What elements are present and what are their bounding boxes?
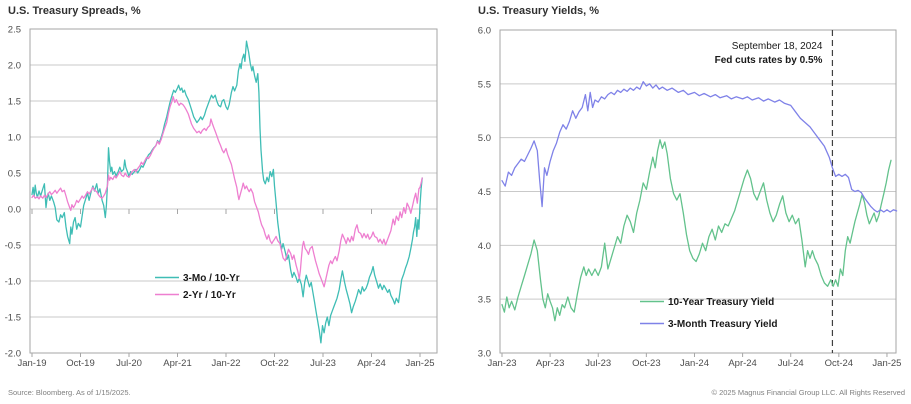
- y-tick-label: 3.0: [478, 349, 491, 360]
- y-tick-label: 1.5: [8, 97, 21, 108]
- x-tick-label: Apr-24: [728, 358, 757, 369]
- x-tick-label: Jul-20: [116, 358, 142, 369]
- copyright-note: © 2025 Magnus Financial Group LLC. All R…: [711, 388, 905, 397]
- y-tick-label: 4.5: [478, 187, 491, 198]
- x-tick-label: Oct-23: [632, 358, 661, 369]
- y-tick-label: -1.5: [5, 313, 21, 324]
- x-tick-label: Jan-23: [487, 358, 516, 369]
- spreads-chart-title: U.S. Treasury Spreads, %: [8, 5, 141, 17]
- yields-chart-title: U.S. Treasury Yields, %: [478, 5, 600, 17]
- x-tick-label: Apr-21: [163, 358, 192, 369]
- y-tick-label: 5.0: [478, 133, 491, 144]
- y-tick-label: 6.0: [478, 26, 491, 37]
- line-10-year-treasury-yield: [501, 139, 892, 322]
- line-3-month-treasury-yield: [501, 81, 898, 213]
- line-3-mo-10-yr: [31, 40, 423, 344]
- treasury-spreads-chart: 2.5 2.0 1.5 1.0 0.5 0.0 -0.5 -1.0 -1.5 -2.0Jan-19…: [5, 25, 438, 369]
- legend-label-3-month-treasury-yield: 3-Month Treasury Yield: [668, 319, 777, 330]
- plot-border: [29, 28, 438, 354]
- y-tick-label: -0.5: [5, 241, 21, 252]
- y-tick-label: 4.0: [478, 241, 491, 252]
- x-tick-label: Jul-24: [778, 358, 804, 369]
- y-tick-label: 2.5: [8, 25, 21, 36]
- x-tick-label: Jan-22: [211, 358, 240, 369]
- y-tick-label: 0.0: [8, 205, 21, 216]
- line-2-yr-10-yr: [31, 96, 423, 288]
- treasury-yields-panel: U.S. Treasury Yields, % 6.0 5.5 5.0 4.5 4.0 3…: [455, 0, 911, 404]
- fed-cut-annotation-date: September 18, 2024: [732, 41, 823, 52]
- x-tick-label: Jul-23: [585, 358, 611, 369]
- x-tick-label: Oct-24: [825, 358, 854, 369]
- y-tick-label: 0.5: [8, 169, 21, 180]
- source-note: Source: Bloomberg. As of 1/15/2025.: [8, 388, 131, 397]
- y-tick-label: 5.5: [478, 79, 491, 90]
- y-tick-label: 1.0: [8, 133, 21, 144]
- legend-label-3-mo-10-yr: 3-Mo / 10-Yr: [183, 273, 240, 284]
- x-tick-label: Oct-22: [260, 358, 289, 369]
- legend-label-2-yr-10-yr: 2-Yr / 10-Yr: [183, 290, 236, 301]
- x-tick-label: Apr-23: [536, 358, 565, 369]
- fed-cut-annotation-text: Fed cuts rates by 0.5%: [715, 55, 823, 66]
- x-tick-label: Jan-25: [872, 358, 901, 369]
- y-tick-label: 2.0: [8, 61, 21, 72]
- y-tick-label: 3.5: [478, 295, 491, 306]
- x-tick-label: Jan-19: [17, 358, 46, 369]
- plot-border: [499, 29, 897, 354]
- treasury-spreads-panel: U.S. Treasury Spreads, % 2.5 2.0 1.5 1.0 0.5…: [0, 0, 455, 404]
- y-tick-label: -2.0: [5, 349, 21, 360]
- legend-label-10-year-treasury-yield: 10-Year Treasury Yield: [668, 297, 774, 308]
- x-tick-label: Jan-25: [405, 358, 434, 369]
- x-tick-label: Oct-19: [66, 358, 95, 369]
- x-tick-label: Apr-24: [357, 358, 386, 369]
- y-tick-label: -1.0: [5, 277, 21, 288]
- x-tick-label: Jan-24: [680, 358, 709, 369]
- x-tick-label: Jul-23: [310, 358, 336, 369]
